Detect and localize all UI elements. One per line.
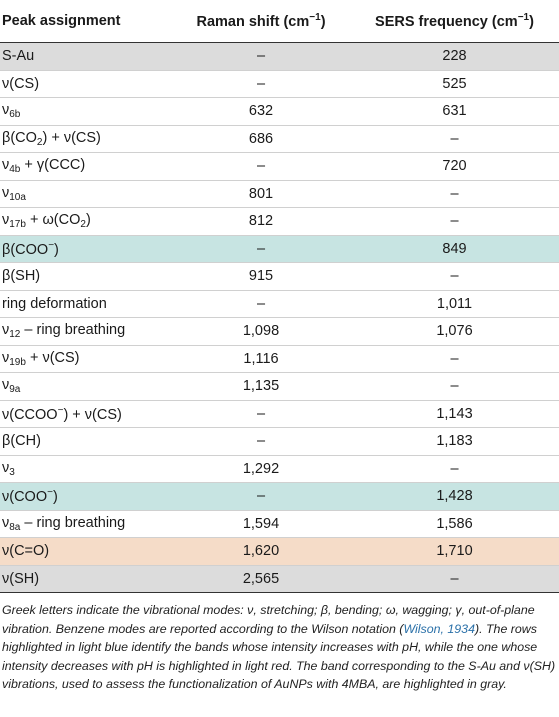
sers-frequency-cell: –: [348, 180, 559, 208]
sers-frequency-cell: 849: [348, 235, 559, 263]
raman-shift-cell: 686: [172, 125, 348, 153]
raman-shift-cell: 812: [172, 207, 348, 236]
sers-frequency-cell: 1,183: [348, 427, 559, 456]
raman-shift-cell: 1,620: [172, 537, 348, 566]
sers-frequency-cell: 1,076: [348, 317, 559, 346]
table-row: ν8a – ring breathing 1,594 1,586: [0, 510, 559, 538]
raman-shift-cell: 801: [172, 180, 348, 208]
sers-frequency-cell: –: [348, 345, 559, 373]
sers-frequency-cell: 631: [348, 97, 559, 126]
peak-assignment-cell: ν6b: [0, 97, 172, 126]
raman-shift-cell: –: [172, 400, 348, 428]
table-row: ν9a 1,135–: [0, 372, 559, 401]
raman-shift-cell: –: [172, 290, 348, 318]
peak-assignment-cell: ring deformation: [0, 290, 172, 318]
table-row: ν6b 632 631: [0, 97, 559, 126]
table-row: ν17b + ω(CO2) 812–: [0, 207, 559, 236]
sers-frequency-cell: 1,586: [348, 510, 559, 538]
sers-frequency-cell: 1,428: [348, 482, 559, 511]
raman-shift-cell: 1,135: [172, 372, 348, 401]
peak-assignment-cell: β(CO2) + ν(CS): [0, 125, 172, 153]
raman-shift-cell: –: [172, 427, 348, 456]
table-row: ν(CCOO−) + ν(CS) –1,143: [0, 400, 559, 428]
peak-assignment-cell: ν12 – ring breathing: [0, 317, 172, 346]
table-row: ν(CS) –525: [0, 70, 559, 98]
table-row: ν4b + γ(CCC) –720: [0, 152, 559, 181]
peak-assignment-cell: ν(C=O): [0, 537, 172, 566]
peak-assignment-cell: β(CH): [0, 427, 172, 456]
sers-frequency-cell: –: [348, 125, 559, 153]
peak-assignment-cell: β(COO−): [0, 235, 172, 263]
peak-assignment-cell: ν9a: [0, 372, 172, 401]
wilson-citation-link[interactable]: Wilson, 1934: [403, 621, 475, 636]
peak-assignment-cell: ν19b + ν(CS): [0, 345, 172, 373]
raman-shift-cell: 915: [172, 262, 348, 291]
table-row: β(SH) 915–: [0, 262, 559, 291]
raman-shift-cell: –: [172, 482, 348, 511]
peak-assignment-cell: ν(SH): [0, 565, 172, 593]
peak-assignment-table: Peak assignment Raman shift (cm−1) SERS …: [0, 0, 559, 593]
peak-assignment-cell: S-Au: [0, 42, 172, 71]
raman-shift-cell: –: [172, 42, 348, 71]
sers-frequency-cell: 228: [348, 42, 559, 71]
raman-shift-cell: –: [172, 235, 348, 263]
raman-shift-cell: –: [172, 152, 348, 181]
table-caption: Greek letters indicate the vibrational m…: [2, 603, 556, 692]
table-row: ν(COO−) –1,428: [0, 482, 559, 511]
header-raman-shift: Raman shift (cm−1): [172, 0, 348, 43]
table-row: β(CO2) + ν(CS) 686–: [0, 125, 559, 153]
peak-assignment-cell: ν(CS): [0, 70, 172, 98]
table-header-row: Peak assignment Raman shift (cm−1) SERS …: [0, 0, 559, 43]
raman-shift-cell: 632: [172, 97, 348, 126]
sers-frequency-cell: –: [348, 455, 559, 483]
peak-assignment-cell: ν4b + γ(CCC): [0, 152, 172, 181]
table-row: ν3 1,292–: [0, 455, 559, 483]
table-row: ν12 – ring breathing 1,098 1,076: [0, 317, 559, 346]
table-row: ν10a 801–: [0, 180, 559, 208]
raman-shift-cell: 2,565: [172, 565, 348, 593]
table-row: ν(SH) 2,565–: [0, 565, 559, 593]
table-row: ring deformation –1,011: [0, 290, 559, 318]
table-row: β(CH) –1,183: [0, 427, 559, 456]
sers-frequency-cell: –: [348, 207, 559, 236]
peak-assignment-cell: ν17b + ω(CO2): [0, 207, 172, 236]
table-row: β(COO−) –849: [0, 235, 559, 263]
table-row: ν(C=O) 1,620 1,710: [0, 537, 559, 566]
table-row: S-Au –228: [0, 42, 559, 71]
sers-frequency-cell: –: [348, 262, 559, 291]
header-peak-assignment: Peak assignment: [0, 0, 172, 43]
sers-frequency-cell: 1,011: [348, 290, 559, 318]
raman-shift-cell: –: [172, 70, 348, 98]
sers-frequency-cell: 1,710: [348, 537, 559, 566]
raman-shift-cell: 1,594: [172, 510, 348, 538]
table-row: ν19b + ν(CS) 1,116–: [0, 345, 559, 373]
peak-assignment-cell: β(SH): [0, 262, 172, 291]
header-sers-frequency: SERS frequency (cm−1): [348, 0, 559, 43]
sers-frequency-cell: 525: [348, 70, 559, 98]
sers-frequency-cell: 1,143: [348, 400, 559, 428]
raman-shift-cell: 1,098: [172, 317, 348, 346]
sers-frequency-cell: –: [348, 372, 559, 401]
peak-assignment-cell: ν(CCOO−) + ν(CS): [0, 400, 172, 428]
sers-frequency-cell: 720: [348, 152, 559, 181]
peak-assignment-cell: ν3: [0, 455, 172, 483]
raman-shift-cell: 1,116: [172, 345, 348, 373]
sers-frequency-cell: –: [348, 565, 559, 593]
raman-shift-cell: 1,292: [172, 455, 348, 483]
peak-assignment-cell: ν(COO−): [0, 482, 172, 511]
peak-assignment-cell: ν10a: [0, 180, 172, 208]
peak-assignment-cell: ν8a – ring breathing: [0, 510, 172, 538]
